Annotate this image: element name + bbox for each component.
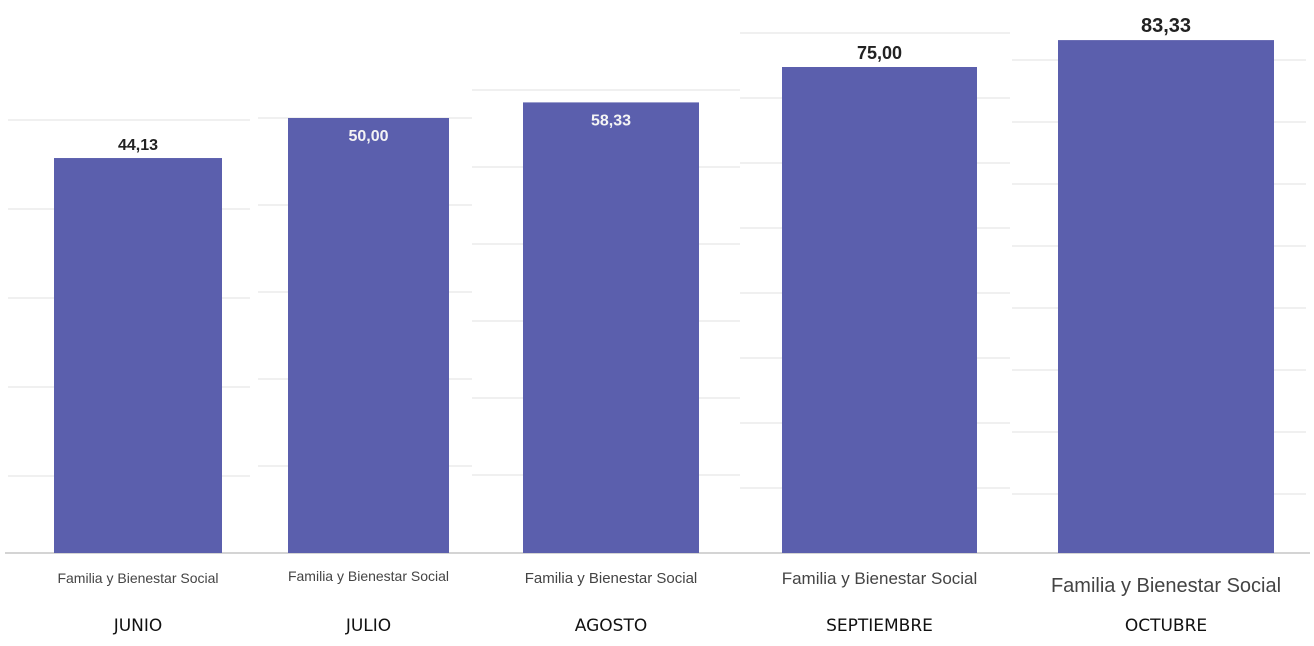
series-category-label: Familia y Bienestar Social	[57, 570, 218, 586]
data-label: 83,33	[1141, 15, 1191, 37]
bar-agosto	[523, 102, 699, 553]
x-tick-label-agosto: AGOSTO	[575, 616, 647, 636]
data-label: 75,00	[857, 43, 902, 63]
series-category-label: Familia y Bienestar Social	[1051, 575, 1281, 597]
bar-octubre	[1058, 40, 1274, 553]
x-tick-label-septiembre: SEPTIEMBRE	[826, 616, 933, 636]
data-label: 58,33	[591, 112, 631, 129]
x-tick-label-julio: JULIO	[345, 616, 391, 636]
bar-julio	[288, 118, 449, 553]
x-tick-label-octubre: OCTUBRE	[1125, 616, 1207, 636]
data-label: 50,00	[348, 128, 388, 145]
series-category-label: Familia y Bienestar Social	[288, 568, 449, 584]
bar-junio	[54, 158, 222, 553]
data-label: 44,13	[118, 137, 158, 154]
series-category-label: Familia y Bienestar Social	[525, 570, 698, 587]
series-category-label: Familia y Bienestar Social	[782, 569, 978, 588]
x-tick-label-junio: JUNIO	[113, 616, 163, 636]
bar-septiembre	[782, 67, 977, 553]
